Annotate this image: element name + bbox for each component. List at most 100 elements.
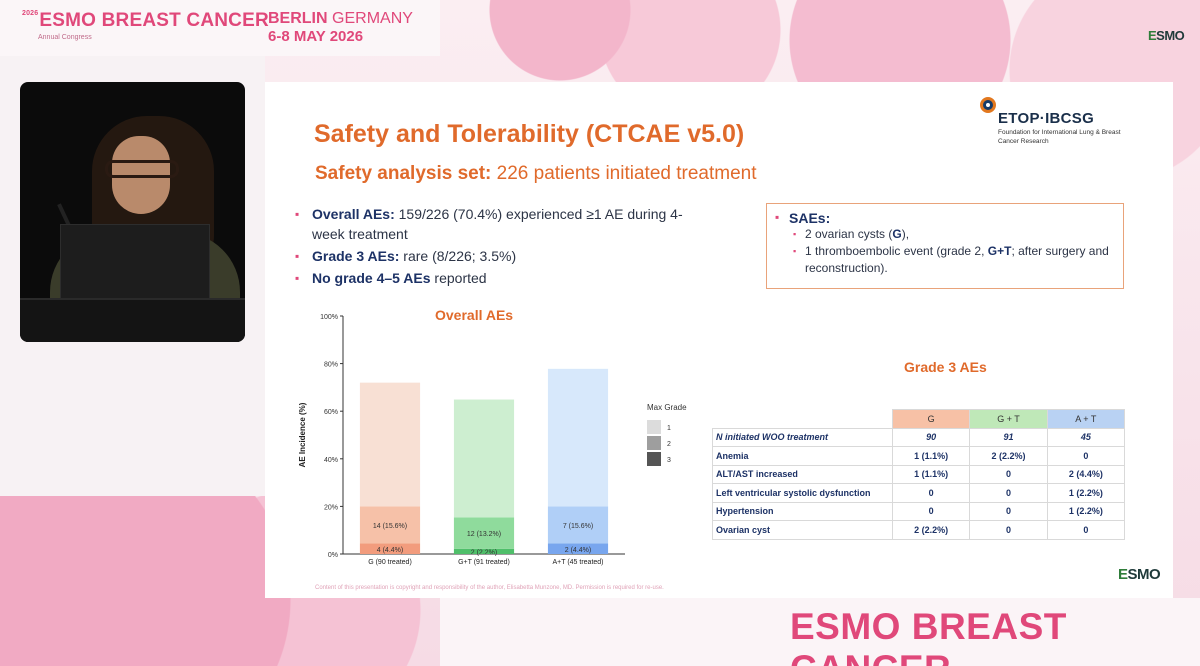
cell: 1 (1.1%) xyxy=(891,464,971,484)
sae-box: SAEs: 2 ovarian cysts (G), 1 thromboembo… xyxy=(766,203,1124,289)
bar-data-label: 4 (4.4%) xyxy=(377,547,403,554)
table-row: ALT/AST increased 1 (1.1%) 0 2 (4.4%) xyxy=(712,464,1126,484)
esmo-logo-e: E xyxy=(1118,566,1128,583)
col-header-gt: G + T xyxy=(969,409,1048,429)
bar-segment-grade-3 xyxy=(359,543,421,554)
bar-segment-grade-3 xyxy=(453,548,515,554)
esmo-logo-text: SMO xyxy=(1156,28,1185,43)
legend-title: Max Grade xyxy=(647,403,687,412)
table-row: N initiated WOO treatment 90 91 45 xyxy=(712,427,1126,447)
bar-data-label: 2 (4.4%) xyxy=(565,547,591,554)
logo-tagline: Foundation for International Lung & Brea… xyxy=(998,129,1121,145)
bar-data-label: 7 (15.6%) xyxy=(563,523,593,530)
slide-subtitle: Safety analysis set: 226 patients initia… xyxy=(315,163,756,185)
cell: 0 xyxy=(969,483,1048,503)
bar-segment-grade-2 xyxy=(453,517,515,549)
location-country: GERMANY xyxy=(332,10,413,27)
bar-segment-grade-1 xyxy=(359,382,421,507)
y-tick-label: 40% xyxy=(324,457,338,464)
row-label: N initiated WOO treatment xyxy=(712,427,893,447)
congress-dates: 6-8 MAY 2026 xyxy=(268,28,364,45)
cell: 90 xyxy=(891,427,971,447)
footer-panel xyxy=(440,598,1200,666)
copyright-notice: Content of this presentation is copyrigh… xyxy=(315,585,664,591)
bullet-no-grade45: No grade 4–5 AEs reported xyxy=(295,268,715,288)
row-label: Hypertension xyxy=(712,501,893,521)
congress-location: BERLIN GERMANY xyxy=(268,10,413,28)
cell: 1 (1.1%) xyxy=(891,446,971,466)
bullet-bold: Grade 3 AEs: xyxy=(312,248,400,264)
table-header-row: G G + T A + T xyxy=(712,409,1126,429)
table-row: Left ventricular systolic dysfunction 0 … xyxy=(712,483,1126,503)
y-tick-label: 100% xyxy=(320,314,338,321)
congress-title-text: ESMO BREAST CANCER xyxy=(39,10,269,31)
bullet-bold: No grade 4–5 AEs xyxy=(312,270,431,286)
bullet-text: reported xyxy=(430,270,487,286)
row-label: Left ventricular systolic dysfunction xyxy=(712,483,893,503)
sae-item: 2 ovarian cysts (G), xyxy=(775,226,1115,243)
grade3-table: G G + T A + T N initiated WOO treatment … xyxy=(712,409,1126,540)
col-header-at: A + T xyxy=(1046,409,1126,429)
bar-segment-grade-1 xyxy=(453,399,515,518)
legend-label: 2 xyxy=(667,441,671,448)
cell: 2 (2.2%) xyxy=(891,520,971,540)
overall-aes-chart: 0% 20% 40% 60% 80% 100% AE Incidence (%) 4 (4.4… xyxy=(298,314,687,566)
esmo-logo-e: E xyxy=(1148,28,1157,43)
sae-arm: G xyxy=(892,227,902,241)
y-tick-label: 60% xyxy=(324,409,338,416)
col-header-g: G xyxy=(891,409,971,429)
bullet-bold: Overall AEs: xyxy=(312,206,395,222)
sae-item: 1 thromboembolic event (grade 2, G+T; af… xyxy=(775,243,1115,277)
congress-year: 2026 xyxy=(22,10,39,17)
bar-data-label: 14 (15.6%) xyxy=(373,523,407,530)
legend-label: 1 xyxy=(667,425,671,432)
bullet-text: rare (8/226; 3.5%) xyxy=(399,248,517,264)
subtitle-rest: 226 patients initiated treatment xyxy=(491,163,757,184)
sae-text: ), xyxy=(901,227,910,241)
y-tick-label: 80% xyxy=(324,362,338,369)
table-row: Hypertension 0 0 1 (2.2%) xyxy=(712,501,1126,521)
legend-swatch xyxy=(647,420,661,434)
table-corner xyxy=(712,409,893,429)
cell: 0 xyxy=(891,483,971,503)
esmo-logo-text: SMO xyxy=(1127,566,1161,583)
cell: 0 xyxy=(969,464,1048,484)
cell: 91 xyxy=(969,427,1048,447)
cell: 1 (2.2%) xyxy=(1046,501,1126,521)
row-label: ALT/AST increased xyxy=(712,464,893,484)
cell: 0 xyxy=(969,520,1048,540)
congress-title: 2026ESMO BREAST CANCER xyxy=(22,10,269,32)
bullet-grade3-aes: Grade 3 AEs: rare (8/226; 3.5%) xyxy=(295,246,715,266)
presentation-slide: Safety and Tolerability (CTCAE v5.0) Saf… xyxy=(265,82,1173,598)
bullet-text: 159/226 (70.4%) experienced ≥1 AE during… xyxy=(312,206,683,242)
sae-heading: SAEs: xyxy=(775,210,1115,226)
legend-label: 3 xyxy=(667,457,671,464)
bar-data-label: 12 (13.2%) xyxy=(467,531,501,538)
slide-title: Safety and Tolerability (CTCAE v5.0) xyxy=(314,120,745,148)
logo-name: ETOP·IBCSG xyxy=(998,110,1095,127)
cell: 0 xyxy=(969,501,1048,521)
y-axis-label: AE Incidence (%) xyxy=(298,402,307,467)
bar-segment-grade-2 xyxy=(359,506,421,544)
sae-text: 1 thromboembolic event (grade 2, xyxy=(805,244,988,258)
row-label: Ovarian cyst xyxy=(712,520,893,540)
cell: 2 (2.2%) xyxy=(969,446,1048,466)
x-tick-label: A+T (45 treated) xyxy=(552,559,603,566)
laptop xyxy=(60,224,210,300)
sae-arm: G+T xyxy=(987,244,1012,258)
cell: 0 xyxy=(891,501,971,521)
legend-swatch xyxy=(647,436,661,450)
x-tick-label: G (90 treated) xyxy=(368,559,412,566)
bar-segment-grade-2 xyxy=(547,506,609,544)
bullet-overall-aes: Overall AEs: 159/226 (70.4%) experienced… xyxy=(295,204,715,244)
esmo-logo-slide: ESMO xyxy=(1118,566,1161,583)
cell: 0 xyxy=(1046,446,1126,466)
podium xyxy=(20,298,245,342)
congress-subtitle: Annual Congress xyxy=(38,34,92,41)
cell: 2 (4.4%) xyxy=(1046,464,1126,484)
y-tick-label: 20% xyxy=(324,504,338,511)
key-findings-list: Overall AEs: 159/226 (70.4%) experienced… xyxy=(295,204,715,290)
location-city: BERLIN xyxy=(268,10,328,27)
cell: 0 xyxy=(1046,520,1126,540)
esmo-logo-top: ESMO xyxy=(1148,28,1185,43)
